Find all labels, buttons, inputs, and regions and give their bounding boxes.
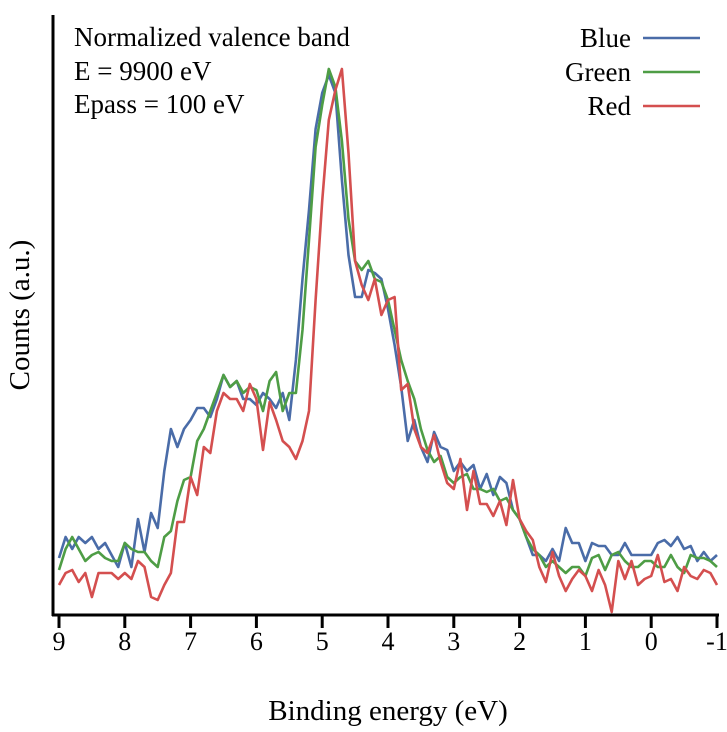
series-line-red: [59, 69, 717, 612]
x-tick-label: 3: [447, 627, 460, 656]
x-tick-label: 9: [53, 627, 66, 656]
y-axis-label: Counts (a.u.): [4, 240, 36, 391]
legend-label-green: Green: [565, 57, 631, 87]
series-layer: [59, 69, 717, 612]
annotation-title: Normalized valence band: [74, 22, 350, 52]
legend: Blue Green Red: [565, 23, 700, 121]
x-tick-label: 7: [184, 627, 197, 656]
annotation-energy: E = 9900 eV: [74, 56, 212, 86]
legend-label-blue: Blue: [580, 23, 631, 53]
x-tick-label: 2: [513, 627, 526, 656]
series-line-blue: [59, 75, 717, 567]
x-tick-label: 1: [579, 627, 592, 656]
x-axis-label: Binding energy (eV): [268, 695, 507, 727]
x-tick-label: 5: [316, 627, 329, 656]
x-tick-label: 8: [118, 627, 131, 656]
x-tick-label: 0: [645, 627, 658, 656]
annotation-epass: Epass = 100 eV: [74, 89, 245, 119]
x-tick-label: 6: [250, 627, 263, 656]
x-tick-label: 4: [382, 627, 395, 656]
x-ticks: 9 8 7 6 5 4 3 2 1 0 -1: [53, 615, 727, 656]
x-tick-label: -1: [706, 627, 727, 656]
legend-label-red: Red: [588, 91, 632, 121]
series-line-green: [59, 69, 717, 576]
